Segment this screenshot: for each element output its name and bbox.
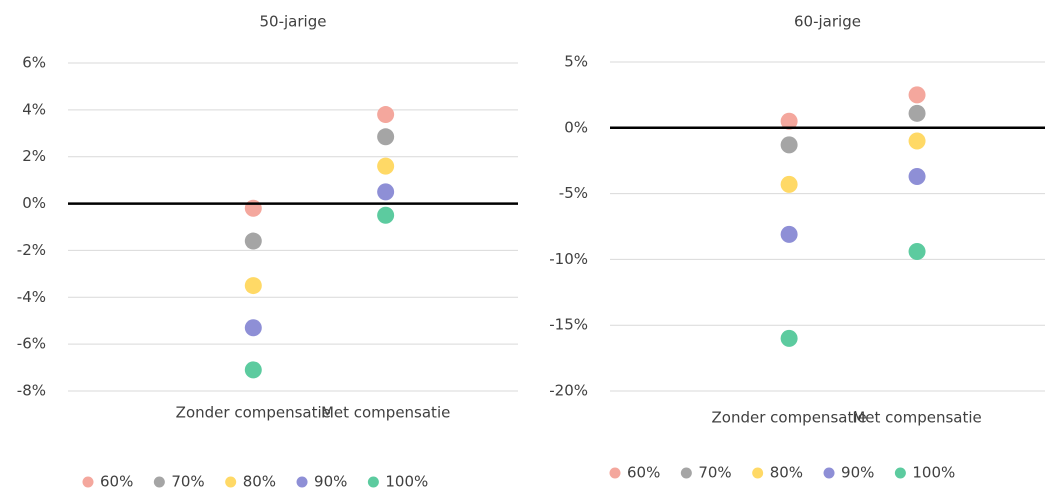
y-tick-label: 0% [564,118,588,136]
legend-label: 90% [841,464,874,482]
y-tick-label: -10% [549,250,588,268]
x-tick-label: Zonder compensatie [712,409,867,427]
dot [244,277,262,295]
dot [244,232,262,250]
dot [908,86,926,104]
y-tick-label: -20% [549,382,588,400]
y-tick-label: 6% [22,54,46,72]
x-tick-label: Met compensatie [321,404,450,422]
legend-marker [823,467,835,479]
dot [377,157,395,175]
y-tick-label: -2% [17,241,46,259]
legend-label: 90% [314,473,347,491]
x-tick-label: Met compensatie [852,409,981,427]
y-tick-label: -5% [559,184,588,202]
y-tick-label: 4% [22,100,46,118]
legend-label: 70% [698,464,731,482]
legend-marker [82,476,94,488]
legend-label: 60% [627,464,660,482]
dot [377,206,395,224]
y-tick-label: -6% [17,335,46,353]
dot [377,106,395,124]
y-tick-label: -15% [549,316,588,334]
x-tick-label: Zonder compensatie [176,404,331,422]
dot [377,128,395,146]
legend-label: 100% [385,473,428,491]
dot [908,167,926,185]
legend-marker [680,467,692,479]
y-tick-label: 5% [564,53,588,71]
dot [780,136,798,154]
dot [780,329,798,347]
legend-label: 60% [100,473,133,491]
legend-marker [153,476,165,488]
legend-marker [609,467,621,479]
dot [244,361,262,379]
legend-marker [296,476,308,488]
dot [780,225,798,243]
legend-marker [752,467,764,479]
dot [780,175,798,193]
dot [908,132,926,150]
dot [244,199,262,217]
dot [377,183,395,201]
legend-marker [225,476,237,488]
chart-title: 50-jarige [260,13,327,31]
dot [780,112,798,130]
legend-label: 70% [171,473,204,491]
legend-label: 80% [243,473,276,491]
y-tick-label: -4% [17,288,46,306]
legend-label: 80% [770,464,803,482]
legend-marker [367,476,379,488]
y-tick-label: 2% [22,147,46,165]
dot [244,319,262,337]
legend-label: 100% [912,464,955,482]
y-tick-label: -8% [17,382,46,400]
chart-title: 60-jarige [794,13,861,31]
y-tick-label: 0% [22,194,46,212]
dot [908,243,926,261]
dot [908,104,926,122]
legend-marker [894,467,906,479]
